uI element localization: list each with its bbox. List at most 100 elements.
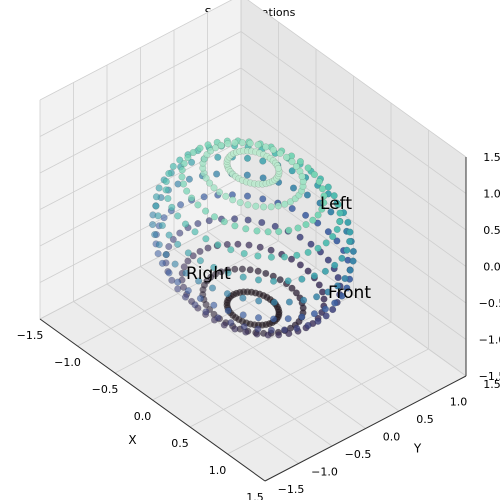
y-tick-label: 1.0: [450, 396, 468, 409]
data-point: [293, 251, 301, 259]
data-point: [210, 213, 218, 221]
data-point: [220, 218, 228, 226]
data-point: [158, 259, 166, 267]
data-point: [189, 148, 197, 156]
data-point: [324, 228, 332, 236]
data-point: [154, 212, 162, 220]
data-point: [189, 252, 197, 260]
y-tick-label: 1.5: [483, 378, 500, 391]
data-point: [176, 229, 184, 237]
data-point: [214, 241, 222, 249]
data-point: [196, 247, 204, 255]
data-point: [255, 297, 263, 305]
data-point: [179, 180, 187, 188]
data-point: [254, 276, 262, 284]
data-point: [211, 270, 219, 278]
data-point: [285, 330, 293, 338]
data-point: [195, 277, 203, 285]
data-point: [202, 235, 210, 243]
data-point: [298, 313, 306, 321]
data-point: [239, 273, 247, 281]
data-point: [183, 187, 191, 195]
x-tick-label: −0.5: [92, 383, 119, 396]
data-point: [346, 237, 354, 245]
data-point: [151, 231, 159, 239]
data-point: [288, 158, 296, 166]
data-point: [210, 184, 218, 192]
data-point: [184, 249, 192, 257]
data-point: [194, 220, 202, 228]
data-point: [229, 196, 237, 204]
data-point: [202, 308, 210, 316]
data-point: [155, 241, 163, 249]
data-point: [288, 255, 296, 263]
z-tick-label: −1.5: [479, 370, 500, 383]
data-point: [302, 211, 310, 219]
y-tick-label: 0.0: [383, 431, 401, 444]
data-point: [288, 167, 296, 175]
data-point: [231, 265, 239, 273]
data-point: [210, 263, 218, 271]
x-tick-label: 1.5: [246, 491, 264, 500]
axis-lines: [39, 157, 467, 482]
data-point: [154, 250, 162, 258]
data-point: [338, 254, 346, 262]
data-point: [322, 239, 330, 247]
data-point: [162, 251, 170, 259]
data-point: [267, 326, 275, 334]
data-point: [260, 203, 268, 211]
data-point: [276, 276, 284, 284]
grid-line: [39, 31, 242, 137]
data-point: [176, 156, 184, 164]
data-point: [334, 282, 342, 290]
data-point: [324, 256, 332, 264]
data-point: [245, 241, 253, 249]
data-point: [313, 293, 321, 301]
data-point: [162, 186, 170, 194]
y-tick-label: 0.5: [416, 413, 434, 426]
data-point: [188, 194, 196, 202]
data-point: [259, 195, 267, 203]
data-point: [196, 257, 204, 265]
data-point: [181, 293, 189, 301]
data-point: [290, 184, 298, 192]
data-point: [324, 288, 332, 296]
data-point: [155, 184, 163, 192]
grid-line: [247, 0, 467, 158]
x-tick-label: 1.0: [209, 464, 227, 477]
data-point: [322, 312, 330, 320]
x-tick-label: −1.5: [17, 329, 44, 342]
data-point: [188, 158, 196, 166]
data-point: [224, 269, 232, 277]
data-point: [267, 253, 275, 261]
data-point: [327, 208, 335, 216]
data-point: [227, 319, 235, 327]
data-point: [274, 202, 282, 210]
data-point: [319, 185, 327, 193]
data-point: [287, 198, 295, 206]
grid-line: [240, 31, 467, 194]
data-point: [180, 160, 188, 168]
data-point: [246, 266, 254, 274]
y-tick-label: −1.0: [311, 466, 338, 479]
z-tick-label: 1.0: [483, 188, 500, 201]
data-point: [330, 192, 338, 200]
data-points: [149, 137, 357, 339]
data-point: [238, 265, 246, 273]
data-point: [236, 199, 244, 207]
data-point: [246, 139, 254, 147]
data-point: [267, 203, 275, 211]
data-point: [329, 306, 337, 314]
x-tick-label: 0.0: [134, 410, 152, 423]
data-point: [168, 203, 176, 211]
data-point: [242, 225, 250, 233]
data-point: [213, 170, 221, 178]
data-point: [274, 305, 282, 313]
data-point: [271, 222, 279, 230]
data-point: [223, 290, 231, 298]
data-point: [178, 166, 186, 174]
data-point: [171, 260, 179, 268]
data-point: [191, 301, 199, 309]
data-point: [178, 173, 186, 181]
data-point: [298, 275, 306, 283]
